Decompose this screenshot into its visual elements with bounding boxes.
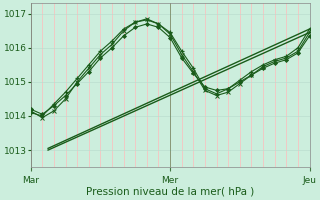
X-axis label: Pression niveau de la mer( hPa ): Pression niveau de la mer( hPa )	[86, 187, 254, 197]
